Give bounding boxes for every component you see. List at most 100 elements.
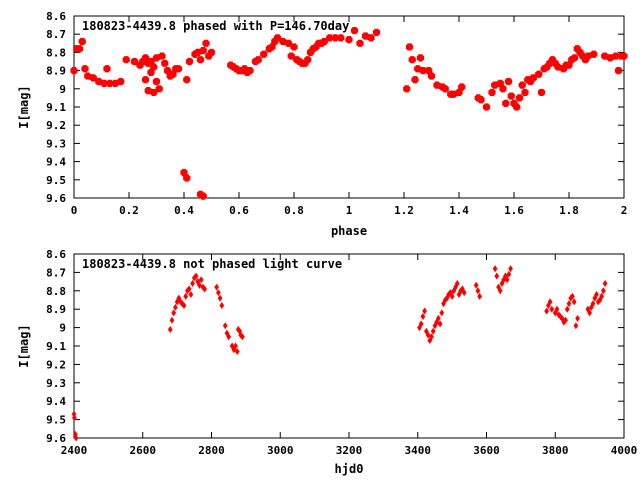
data-point bbox=[513, 103, 521, 111]
data-point bbox=[356, 39, 364, 47]
y-tick-label: 8.7 bbox=[46, 266, 66, 279]
plot-frame bbox=[73, 253, 625, 439]
data-point bbox=[202, 285, 207, 293]
data-point bbox=[240, 333, 245, 341]
data-point bbox=[214, 283, 220, 291]
data-point bbox=[461, 289, 467, 297]
data-point bbox=[508, 265, 513, 273]
y-tick-label: 9.6 bbox=[46, 432, 66, 445]
data-point bbox=[488, 88, 496, 97]
y-tick-label: 8.6 bbox=[46, 248, 66, 261]
data-point bbox=[403, 85, 411, 93]
data-point bbox=[345, 36, 353, 44]
y-tick-label: 8.7 bbox=[46, 28, 66, 41]
data-point bbox=[260, 50, 268, 58]
data-point bbox=[233, 342, 238, 350]
data-point bbox=[422, 307, 427, 315]
data-point bbox=[587, 309, 592, 317]
data-point bbox=[81, 65, 89, 73]
y-tick-label: 8.8 bbox=[46, 46, 66, 59]
data-point bbox=[563, 316, 568, 324]
y-tick-label: 9.1 bbox=[46, 101, 66, 114]
data-point bbox=[197, 281, 202, 289]
data-point bbox=[78, 37, 86, 46]
data-point bbox=[304, 56, 312, 64]
data-point bbox=[477, 96, 485, 104]
data-point bbox=[590, 300, 596, 308]
data-point bbox=[161, 59, 169, 67]
x-tick-label: 1 bbox=[346, 204, 353, 217]
x-tick-label: 0.2 bbox=[119, 204, 139, 217]
x-axis-label: phase bbox=[331, 224, 367, 238]
data-point bbox=[429, 333, 434, 341]
x-tick-label: 0.4 bbox=[174, 204, 194, 217]
data-point bbox=[169, 70, 177, 78]
data-point bbox=[167, 325, 173, 333]
y-tick-label: 9.4 bbox=[46, 395, 66, 408]
data-point bbox=[254, 56, 262, 64]
x-tick-label: 2800 bbox=[198, 444, 225, 457]
data-point bbox=[117, 77, 125, 86]
data-point bbox=[515, 94, 524, 102]
data-point bbox=[535, 70, 543, 78]
x-tick-label: 4000 bbox=[611, 444, 638, 457]
data-point bbox=[499, 85, 507, 93]
data-point bbox=[427, 72, 436, 80]
data-point bbox=[183, 174, 191, 182]
data-point bbox=[418, 320, 424, 328]
data-point bbox=[158, 52, 166, 60]
y-tick-label: 9.5 bbox=[46, 414, 66, 427]
data-point bbox=[411, 76, 419, 84]
data-point bbox=[367, 34, 375, 42]
data-point bbox=[246, 67, 254, 75]
data-point bbox=[190, 279, 195, 287]
data-point bbox=[449, 90, 458, 98]
data-point bbox=[199, 192, 207, 200]
data-point bbox=[70, 67, 78, 75]
data-point bbox=[150, 88, 158, 97]
data-point bbox=[181, 301, 187, 310]
y-tick-label: 8.8 bbox=[46, 285, 66, 298]
data-point bbox=[594, 290, 599, 299]
x-tick-label: 0.8 bbox=[284, 204, 304, 217]
data-point bbox=[590, 50, 598, 58]
data-point bbox=[320, 37, 328, 46]
data-point bbox=[430, 327, 436, 335]
y-tick-label: 8.9 bbox=[46, 303, 66, 316]
data-point bbox=[290, 43, 298, 51]
data-point bbox=[141, 76, 150, 84]
data-point bbox=[186, 285, 192, 293]
data-point bbox=[502, 99, 510, 107]
data-point bbox=[570, 54, 579, 62]
data-point bbox=[147, 68, 155, 77]
data-point bbox=[506, 270, 512, 278]
y-tick-label: 9.2 bbox=[46, 119, 66, 132]
data-point bbox=[202, 39, 210, 47]
data-point bbox=[482, 103, 491, 111]
data-point bbox=[449, 292, 455, 300]
data-point bbox=[544, 307, 550, 315]
x-tick-label: 3000 bbox=[267, 444, 294, 457]
data-point bbox=[425, 331, 431, 339]
x-tick-label: 3400 bbox=[405, 444, 432, 457]
data-point bbox=[207, 48, 216, 56]
data-point bbox=[372, 28, 381, 36]
x-tick-label: 1.4 bbox=[449, 204, 469, 217]
data-point bbox=[188, 290, 194, 299]
y-axis-label: I[mag] bbox=[17, 324, 31, 367]
data-point bbox=[152, 77, 161, 86]
data-point bbox=[507, 92, 515, 100]
data-point bbox=[473, 281, 479, 289]
y-tick-label: 9 bbox=[59, 322, 66, 335]
data-point bbox=[571, 298, 577, 306]
data-point bbox=[111, 79, 119, 87]
data-point bbox=[174, 65, 183, 73]
chart-title: 180823-4439.8 not phased light curve bbox=[82, 257, 342, 271]
x-tick-label: 1.6 bbox=[504, 204, 524, 217]
x-tick-label: 1.2 bbox=[394, 204, 414, 217]
x-tick-label: 1.8 bbox=[559, 204, 579, 217]
data-point bbox=[573, 322, 579, 330]
data-point bbox=[193, 272, 199, 280]
data-point bbox=[537, 88, 546, 97]
